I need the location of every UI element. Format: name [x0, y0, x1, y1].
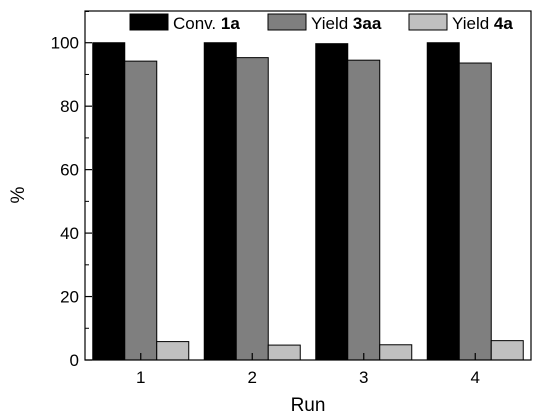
plot-frame	[84, 10, 532, 361]
bar-run-3-series-2	[347, 59, 381, 361]
legend-swatch-2	[267, 13, 307, 31]
legend-label-1: Conv. 1a	[173, 14, 240, 33]
y-tick-label: 60	[60, 161, 79, 180]
legend-label-bold: 1a	[221, 14, 240, 33]
bar-run-4-series-2	[458, 62, 492, 361]
bar-run-4-series-1	[426, 42, 460, 361]
x-tick-label: 1	[136, 368, 145, 387]
bar-run-3-series-3	[379, 344, 413, 361]
bar-run-3-series-1	[315, 43, 349, 361]
legend-label-bold: 4a	[494, 14, 513, 33]
legend-swatch-3	[408, 13, 448, 31]
bar-run-4-series-3	[490, 340, 524, 361]
bar-run-1-series-2	[124, 60, 158, 361]
legend-label-2: Yield 3aa	[311, 14, 382, 33]
bar-run-2-series-2	[235, 57, 269, 361]
x-tick-label: 3	[359, 368, 368, 387]
y-tick-label: 20	[60, 288, 79, 307]
y-axis-title: %	[8, 186, 29, 203]
legend-label-3: Yield 4a	[452, 14, 513, 33]
legend-label-text: Conv.	[173, 14, 221, 33]
legend: Conv. 1a Yield 3aa Yield 4a	[129, 13, 513, 33]
x-tick-label: 4	[471, 368, 480, 387]
y-tick-label: 100	[51, 34, 79, 53]
y-axis: 0 20 40 60 80 100	[51, 11, 92, 370]
bars-group	[92, 42, 524, 361]
y-tick-label: 40	[60, 224, 79, 243]
legend-label-bold: 3aa	[353, 14, 382, 33]
bar-run-2-series-3	[267, 344, 301, 361]
legend-label-text: Yield	[452, 14, 494, 33]
bar-run-2-series-1	[203, 42, 237, 361]
y-tick-label: 0	[70, 351, 79, 370]
x-tick-label: 2	[248, 368, 257, 387]
x-axis-title: Run	[291, 395, 326, 415]
legend-label-text: Yield	[311, 14, 353, 33]
bar-run-1-series-3	[156, 341, 190, 361]
legend-swatch-1	[129, 13, 169, 31]
y-tick-label: 80	[60, 97, 79, 116]
x-axis: 1 2 3 4	[136, 353, 480, 387]
bar-run-1-series-1	[92, 42, 126, 361]
